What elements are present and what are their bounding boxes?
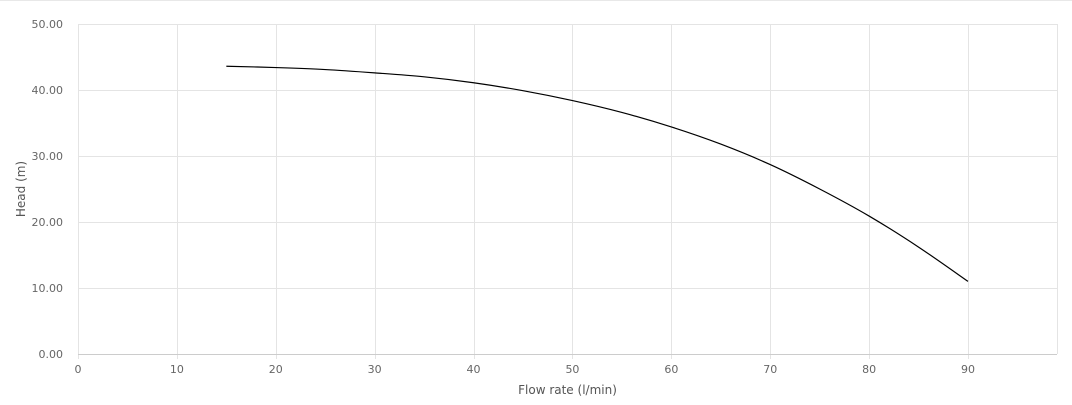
y-tick-label: 0.00 bbox=[39, 348, 64, 361]
x-axis-title: Flow rate (l/min) bbox=[518, 383, 617, 397]
y-tick-label: 10.00 bbox=[32, 282, 64, 295]
x-tick-label: 60 bbox=[664, 363, 678, 376]
y-tick-label: 30.00 bbox=[32, 150, 64, 163]
y-tick-labels: 0.00 10.00 20.00 30.00 40.00 50.00 bbox=[32, 18, 64, 361]
y-axis-title: Head (m) bbox=[14, 161, 28, 217]
x-tick-label: 20 bbox=[269, 363, 283, 376]
series-line bbox=[226, 65, 969, 282]
y-tick-label: 40.00 bbox=[32, 84, 64, 97]
x-tick-labels: 0 10 20 30 40 50 60 70 80 90 bbox=[75, 363, 976, 376]
x-tick-label: 40 bbox=[467, 363, 481, 376]
x-tick-label: 30 bbox=[368, 363, 382, 376]
y-tick-label: 50.00 bbox=[32, 18, 64, 31]
x-tick-label: 70 bbox=[763, 363, 777, 376]
x-tick-label: 10 bbox=[170, 363, 184, 376]
series bbox=[226, 65, 969, 282]
x-tick-label: 0 bbox=[75, 363, 82, 376]
x-tick-label: 90 bbox=[961, 363, 975, 376]
y-tick-label: 20.00 bbox=[32, 216, 64, 229]
x-tick-label: 50 bbox=[565, 363, 579, 376]
grid-lines bbox=[78, 24, 1058, 359]
x-tick-label: 80 bbox=[862, 363, 876, 376]
